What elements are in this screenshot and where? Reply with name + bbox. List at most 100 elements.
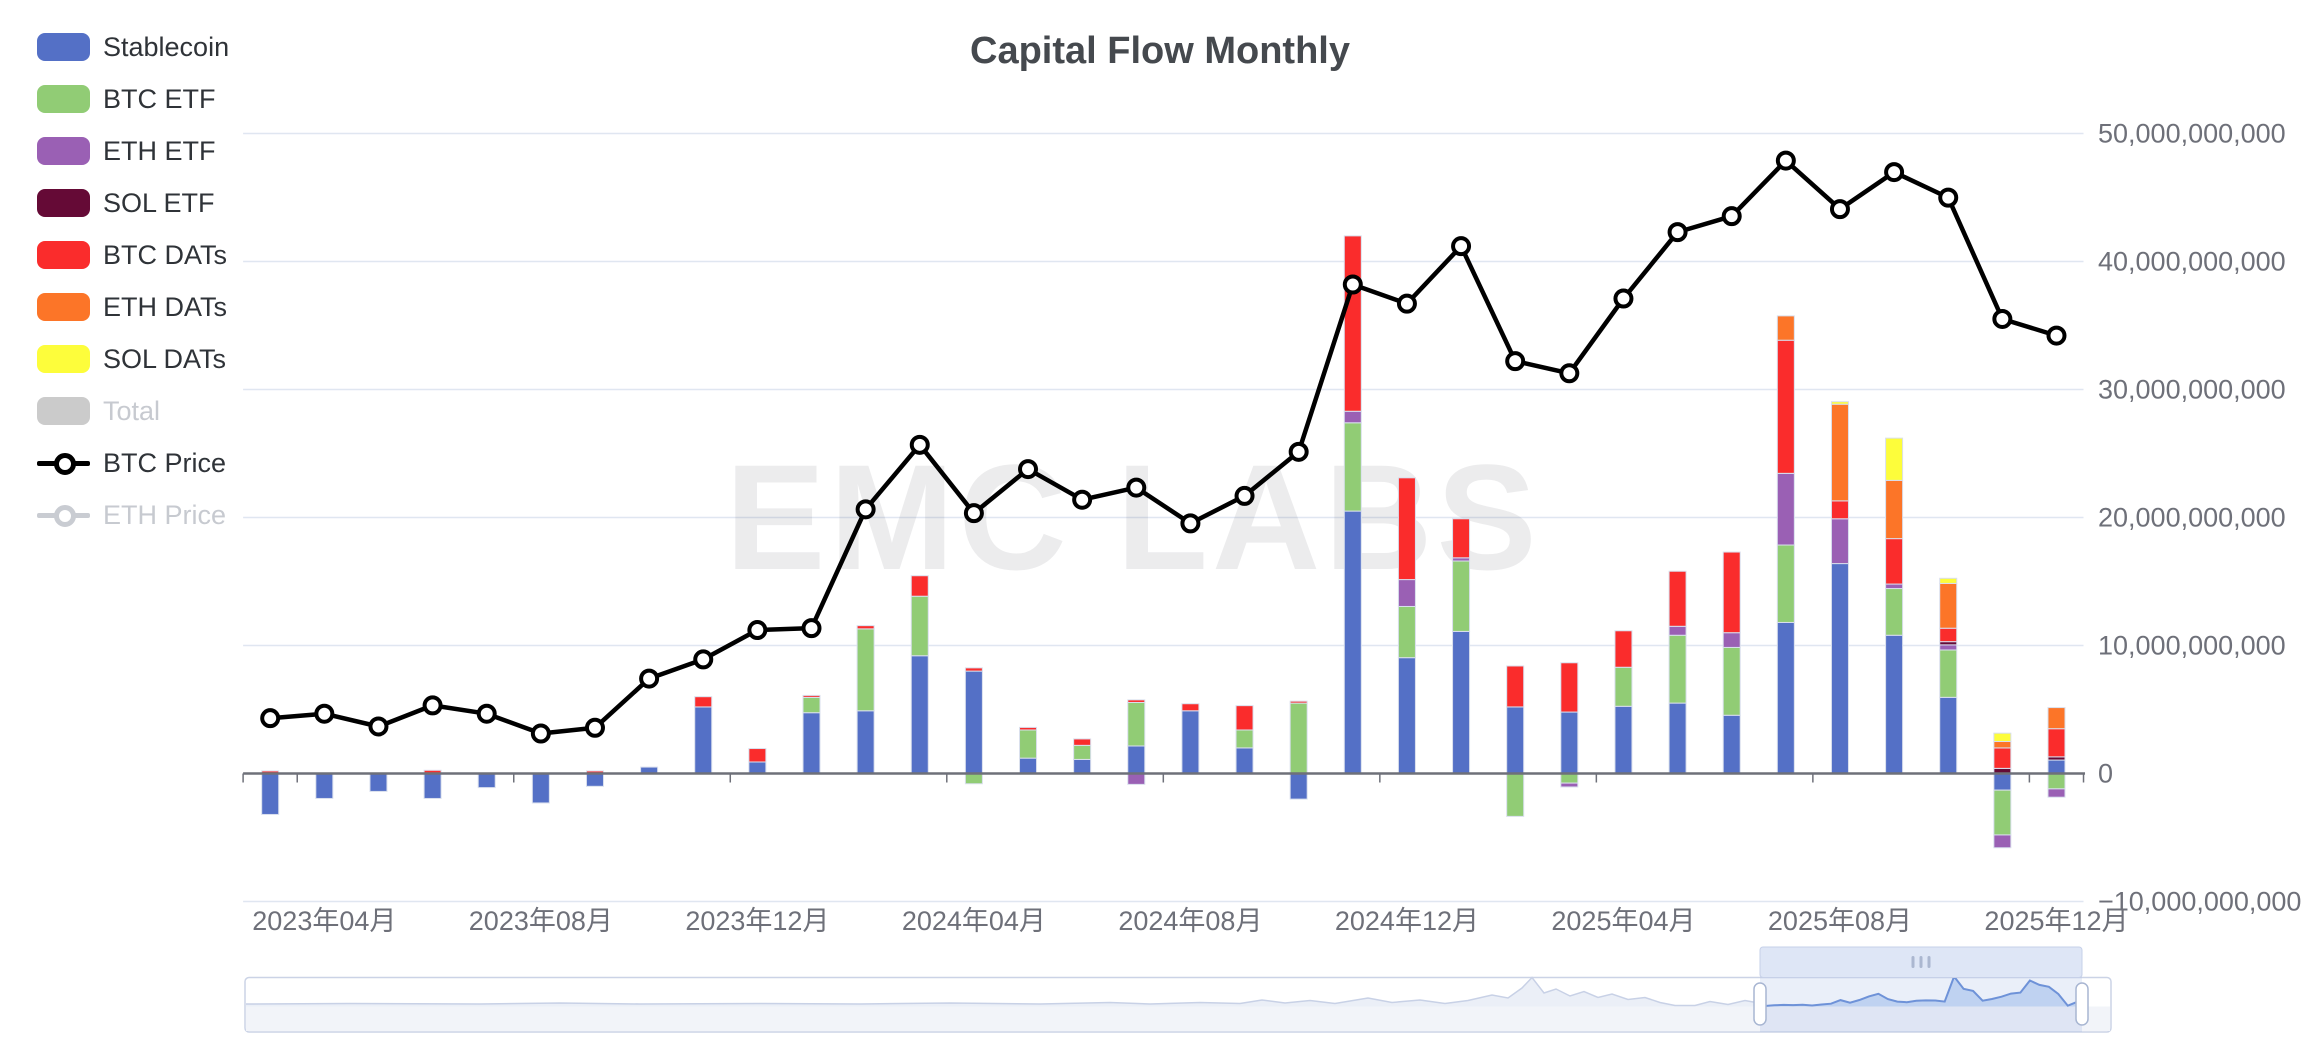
bar-month-2024-02	[856, 625, 875, 775]
btc-price-marker	[1992, 308, 2013, 329]
bar-month-2025-05	[1668, 570, 1687, 774]
bar-month-2023-07	[477, 773, 496, 789]
legend-item-eth-dats[interactable]: ETH DATs	[37, 292, 229, 322]
bar-month-2023-03	[261, 770, 280, 815]
bar-segment-btc-etf	[1668, 634, 1687, 704]
btc-price-marker	[422, 695, 443, 716]
bar-month-2025-06	[1722, 551, 1741, 775]
bar-segment-stablecoin	[423, 773, 442, 799]
y-axis-tick-label: 0	[2098, 759, 2113, 789]
legend-item-sol-dats[interactable]: SOL DATs	[37, 343, 229, 374]
bar-month-2025-07	[1776, 315, 1795, 775]
btc-price-marker	[693, 649, 714, 670]
data-zoom-slider[interactable]	[244, 946, 2112, 1033]
grid-lines	[243, 132, 2084, 903]
legend-item-stablecoin[interactable]: Stablecoin	[37, 32, 229, 62]
legend-swatch-icon	[37, 189, 90, 217]
bar-segment-btc-dats	[2047, 728, 2066, 758]
bar-segment-stablecoin	[1722, 714, 1741, 775]
btc-price-marker	[855, 499, 876, 520]
btc-price-marker	[1234, 485, 1255, 506]
x-axis-tick-label: 2023年04月	[252, 906, 396, 936]
x-axis-tick-label: 2024年04月	[902, 906, 1046, 936]
bar-segment-eth-dats	[1939, 582, 1958, 629]
bar-segment-btc-dats	[1939, 627, 1958, 643]
bar-segment-btc-dats	[1614, 630, 1633, 668]
bar-segment-btc-etf	[1885, 588, 1904, 636]
bar-month-2025-02	[1506, 665, 1525, 817]
navigator-left-handle[interactable]	[1753, 982, 1767, 1026]
btc-price-marker	[368, 716, 389, 737]
legend-item-btc-price[interactable]: BTC Price	[37, 447, 229, 478]
bar-segment-btc-dats	[1397, 477, 1416, 581]
btc-price-marker	[1072, 489, 1093, 510]
bar-month-2025-03	[1560, 662, 1579, 788]
legend-item-eth-etf[interactable]: ETH ETF	[37, 136, 229, 166]
bar-segment-btc-etf	[802, 696, 821, 714]
bar-month-2024-12	[1397, 477, 1416, 774]
y-axis-labels: 50,000,000,000 40,000,000,000 30,000,000,0…	[2098, 119, 2301, 917]
bar-series	[261, 235, 2066, 849]
legend-item-total[interactable]: Total	[37, 395, 229, 426]
bar-segment-stablecoin	[748, 761, 767, 774]
bar-segment-stablecoin	[802, 712, 821, 775]
bar-segment-stablecoin	[531, 773, 550, 804]
navigator-data-shadow-area	[246, 976, 2082, 1007]
bar-segment-btc-etf	[1722, 646, 1741, 716]
navigator-right-handle[interactable]	[2075, 982, 2089, 1026]
bar-segment-btc-dats	[1776, 339, 1795, 474]
bar-segment-sol-dats	[1939, 577, 1958, 584]
bar-segment-btc-dats	[1452, 518, 1471, 559]
btc-price-marker	[2046, 325, 2067, 346]
bar-segment-btc-dats	[1668, 570, 1687, 627]
bar-segment-btc-etf	[1127, 701, 1146, 747]
chart-title: Capital Flow Monthly	[970, 30, 1350, 72]
bar-month-2023-05	[369, 773, 388, 792]
bar-segment-stablecoin	[2047, 759, 2066, 774]
btc-price-marker	[1829, 199, 1850, 220]
bar-segment-stablecoin	[1019, 757, 1038, 775]
bar-segment-stablecoin	[1397, 657, 1416, 774]
bar-segment-stablecoin	[1668, 702, 1687, 774]
legend-item-eth-price[interactable]: ETH Price	[37, 500, 229, 530]
y-axis-tick-label: 50,000,000,000	[2098, 119, 2286, 149]
legend-item-label: Total	[103, 395, 161, 426]
bar-month-2025-01	[1452, 518, 1471, 774]
legend: Stablecoin BTC ETF ETH ETF SOL ETF BTC DATs E…	[37, 32, 229, 530]
bar-segment-stablecoin	[1830, 563, 1849, 775]
bar-segment-btc-etf	[1289, 702, 1308, 774]
bar-segment-btc-dats	[1019, 726, 1038, 731]
bar-segment-btc-dats	[1506, 665, 1525, 708]
bar-segment-btc-etf	[1073, 744, 1092, 760]
bar-segment-stablecoin	[1452, 630, 1471, 774]
navigator-selected-area	[1760, 976, 2082, 1007]
bar-month-2024-07	[1127, 699, 1146, 785]
bar-segment-stablecoin	[315, 773, 334, 799]
bar-segment-stablecoin	[1073, 758, 1092, 774]
legend-item-btc-dats[interactable]: BTC DATs	[37, 240, 229, 270]
bar-segment-sol-dats	[1830, 401, 1849, 405]
legend-item-label: BTC Price	[103, 447, 227, 478]
x-axis-tick-label: 2024年12月	[1335, 906, 1479, 936]
btc-price-marker	[1451, 236, 1472, 257]
bar-segment-stablecoin	[694, 706, 713, 774]
bar-segment-btc-dats	[1127, 699, 1146, 703]
bar-segment-btc-etf	[1397, 605, 1416, 659]
btc-price-marker	[747, 620, 768, 641]
x-axis-tick-label: 2025年08月	[1768, 906, 1912, 936]
bar-segment-stablecoin	[964, 670, 983, 774]
legend-item-label: SOL DATs	[103, 343, 227, 374]
bar-segment-eth-dats	[1885, 479, 1904, 540]
legend-item-btc-etf[interactable]: BTC ETF	[37, 84, 229, 114]
bar-segment-stablecoin	[910, 655, 929, 774]
btc-price-line	[270, 158, 2058, 736]
bar-segment-eth-etf	[1993, 834, 2012, 849]
move-handle-grip-icon	[1911, 956, 1915, 968]
bar-segment-btc-etf	[1939, 649, 1958, 698]
legend-swatch-icon	[37, 241, 90, 269]
bar-segment-stablecoin	[1127, 745, 1146, 774]
legend-item-sol-etf[interactable]: SOL ETF	[37, 188, 229, 218]
bar-segment-stablecoin	[369, 773, 388, 792]
x-axis: 2023年04月 2023年08月 2023年12月 2024年04月 2024年08月…	[242, 772, 2129, 936]
